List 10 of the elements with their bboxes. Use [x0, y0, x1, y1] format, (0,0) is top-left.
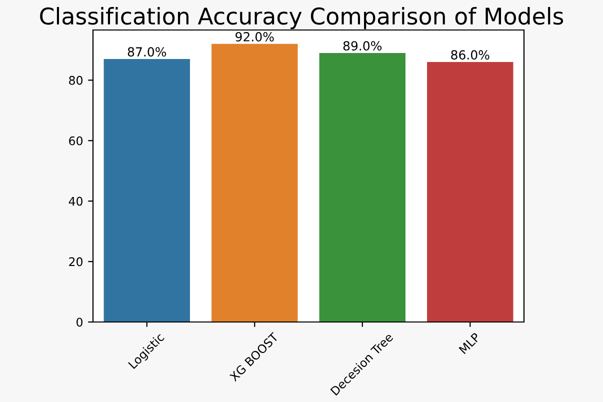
y-tick-label: 0	[76, 318, 82, 327]
data-label: 86.0%	[451, 50, 490, 60]
y-tick-label: 40	[68, 196, 82, 206]
y-tick-label: 60	[69, 136, 82, 146]
chart-title: Classification Accuracy Comparison of Models	[40, 7, 564, 30]
data-label: 89.0%	[343, 41, 382, 51]
y-tick-label: 80	[69, 76, 82, 85]
y-tick-label: 20	[69, 257, 82, 266]
data-label: 92.0%	[236, 32, 274, 42]
data-label: 87.0%	[128, 47, 166, 57]
